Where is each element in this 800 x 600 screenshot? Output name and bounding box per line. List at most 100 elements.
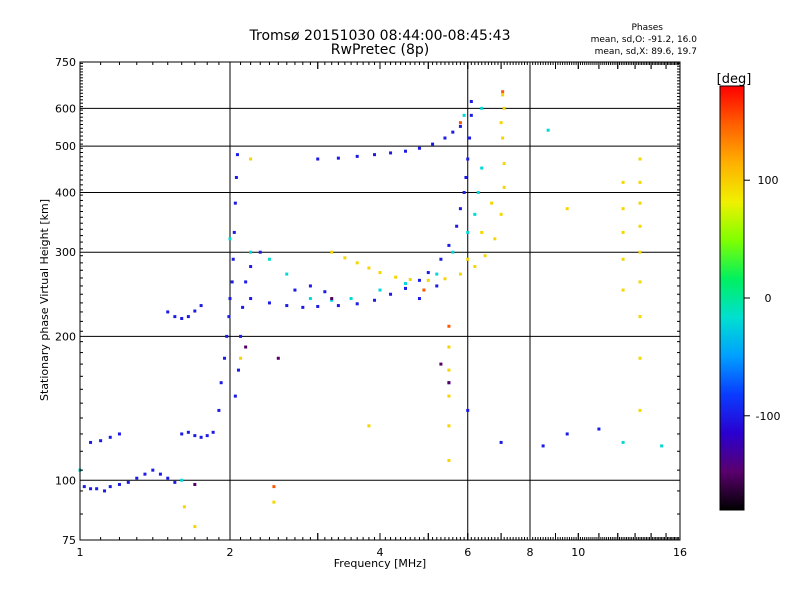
- data-point: [447, 368, 451, 372]
- data-point: [493, 237, 497, 241]
- y-axis: 75 100 200 300 400 500 600 750: [55, 56, 680, 547]
- data-point: [480, 106, 484, 110]
- data-point: [267, 257, 271, 261]
- colorbar-ticks: 100 0 -100: [744, 174, 780, 423]
- data-point: [546, 128, 550, 132]
- data-point: [431, 142, 435, 146]
- data-point: [239, 356, 243, 360]
- data-point: [349, 297, 353, 301]
- data-point: [480, 230, 484, 234]
- data-point: [621, 207, 625, 211]
- data-point: [285, 272, 289, 276]
- data-point: [367, 266, 371, 270]
- data-point: [330, 250, 334, 254]
- data-point: [435, 284, 439, 288]
- data-point: [417, 297, 421, 301]
- data-point: [373, 298, 377, 302]
- data-point: [476, 190, 480, 194]
- data-point: [272, 500, 276, 504]
- data-point: [638, 157, 642, 161]
- data-point: [541, 444, 545, 448]
- data-point: [458, 207, 462, 211]
- colorbar-tick-label: -100: [756, 410, 781, 423]
- data-point: [166, 310, 170, 314]
- data-point: [272, 485, 276, 489]
- data-point: [217, 408, 221, 412]
- data-point: [267, 301, 271, 305]
- x-tick-label: 10: [571, 546, 585, 559]
- data-point: [458, 124, 462, 128]
- data-point: [108, 435, 112, 439]
- data-point: [199, 304, 203, 308]
- data-point: [473, 265, 477, 269]
- data-point: [193, 309, 197, 313]
- data-point: [469, 113, 473, 117]
- y-tick-label: 500: [55, 140, 76, 153]
- data-point: [180, 478, 184, 482]
- data-point: [638, 356, 642, 360]
- x-tick-label: 6: [464, 546, 471, 559]
- data-point: [232, 230, 236, 234]
- data-point: [417, 278, 421, 282]
- data-point: [473, 212, 477, 216]
- data-point: [447, 394, 451, 398]
- data-point: [336, 156, 340, 160]
- y-tick-label: 600: [55, 102, 76, 115]
- data-point: [193, 434, 197, 438]
- x-tick-label: 8: [527, 546, 534, 559]
- data-point: [638, 408, 642, 412]
- data-point: [244, 280, 248, 284]
- data-point: [403, 286, 407, 290]
- data-point: [241, 305, 245, 309]
- data-point: [451, 130, 455, 134]
- data-point: [621, 180, 625, 184]
- data-point: [205, 434, 209, 438]
- data-point: [439, 257, 443, 261]
- data-point: [103, 489, 107, 493]
- data-point: [143, 472, 147, 476]
- data-point: [501, 93, 505, 97]
- data-point: [502, 185, 506, 189]
- data-point: [638, 315, 642, 319]
- plot-points: [78, 90, 664, 529]
- data-point: [158, 472, 162, 476]
- data-point: [173, 480, 177, 484]
- data-point: [422, 288, 426, 292]
- data-point: [193, 482, 197, 486]
- data-point: [293, 288, 297, 292]
- plot-frame: [79, 61, 681, 541]
- data-point: [180, 432, 184, 436]
- data-point: [443, 136, 447, 140]
- y-tick-label: 400: [55, 186, 76, 199]
- data-point: [95, 487, 99, 491]
- data-point: [447, 345, 451, 349]
- data-point: [447, 243, 451, 247]
- colorbar-tick-label: 0: [765, 292, 772, 305]
- data-point: [355, 302, 359, 306]
- colorbar-label: [deg]: [717, 72, 752, 87]
- x-tick-label: 16: [673, 546, 687, 559]
- data-point: [355, 261, 359, 265]
- data-point: [466, 257, 470, 261]
- data-point: [231, 257, 235, 261]
- data-point: [367, 424, 371, 428]
- data-point: [228, 237, 232, 241]
- data-point: [638, 224, 642, 228]
- data-point: [447, 424, 451, 428]
- data-point: [455, 224, 459, 228]
- data-point: [502, 106, 506, 110]
- data-point: [483, 254, 487, 258]
- colorbar-tick-label: 100: [758, 174, 779, 187]
- data-point: [117, 482, 121, 486]
- phase-stats-heading: Phases: [631, 23, 663, 33]
- data-point: [308, 297, 312, 301]
- data-point: [443, 277, 447, 281]
- data-point: [394, 275, 398, 279]
- data-point: [621, 288, 625, 292]
- x-tick-label: 4: [377, 546, 384, 559]
- data-point: [447, 324, 451, 328]
- data-point: [660, 444, 664, 448]
- data-point: [336, 304, 340, 308]
- data-point: [621, 230, 625, 234]
- x-tick-label: 1: [77, 546, 84, 559]
